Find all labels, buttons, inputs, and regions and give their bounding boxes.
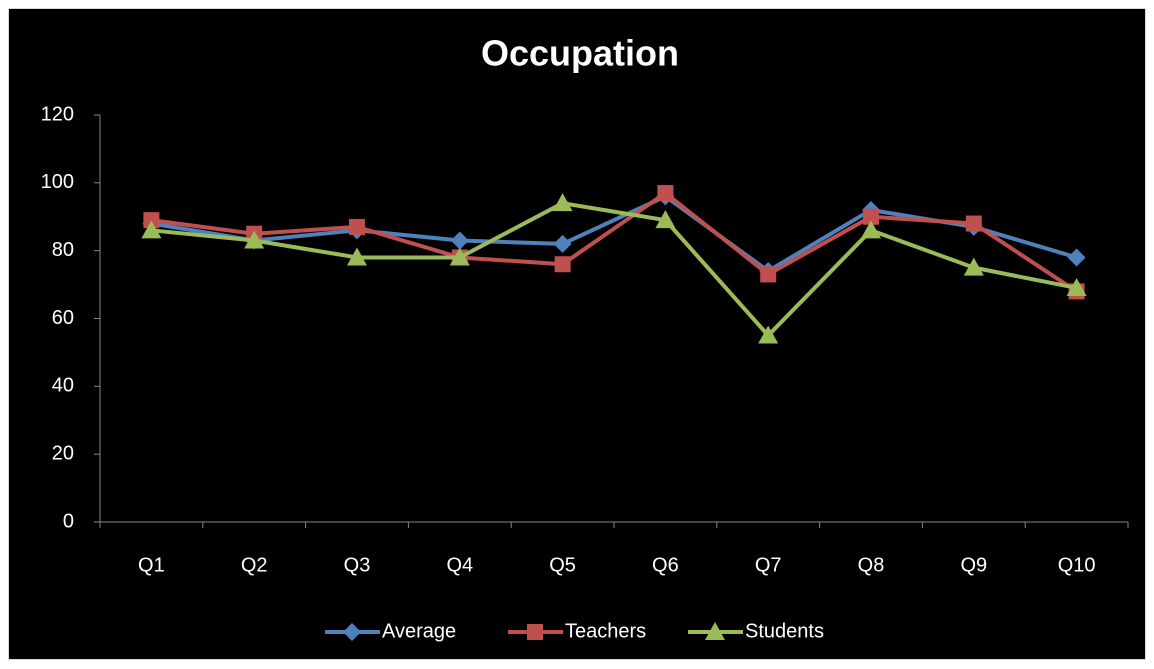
chart-area (8, 8, 1146, 660)
data-point (244, 230, 265, 249)
data-point (554, 256, 571, 273)
y-tick-label: 20 (52, 442, 74, 464)
x-tick-label: Q10 (1058, 554, 1096, 576)
legend-marker (343, 623, 361, 641)
data-point (963, 257, 984, 276)
data-point (1066, 277, 1087, 296)
data-point (449, 247, 470, 266)
data-point (760, 266, 777, 283)
data-point (861, 220, 881, 239)
chart-title: Occupation (481, 33, 679, 74)
x-tick-label: Q7 (755, 554, 782, 576)
data-point (553, 234, 572, 253)
data-point (141, 220, 162, 239)
legend-label: Students (745, 620, 824, 642)
x-tick-label: Q3 (344, 554, 371, 576)
data-point (655, 210, 676, 229)
data-point (552, 193, 573, 212)
legend-marker (705, 622, 725, 640)
x-tick-label: Q8 (858, 554, 885, 576)
series-line (151, 201, 1077, 338)
x-tick-label: Q2 (241, 554, 268, 576)
x-tick-label: Q1 (138, 554, 165, 576)
data-point (657, 185, 674, 202)
y-tick-label: 120 (41, 103, 74, 125)
legend-label: Average (382, 620, 456, 642)
x-tick-label: Q5 (549, 554, 576, 576)
data-point (347, 247, 367, 266)
y-tick-label: 80 (52, 239, 74, 261)
data-point (863, 208, 879, 225)
legend-marker (527, 624, 543, 640)
data-point (1067, 248, 1086, 267)
y-tick-label: 100 (41, 171, 74, 193)
x-tick-label: Q9 (960, 554, 987, 576)
data-point (758, 325, 779, 344)
series-line (151, 191, 1078, 294)
y-tick-label: 60 (52, 307, 74, 329)
y-tick-label: 0 (63, 510, 74, 532)
y-tick-label: 40 (52, 375, 74, 397)
data-point (143, 212, 160, 229)
data-point (965, 215, 982, 232)
x-tick-label: Q6 (652, 554, 679, 576)
data-point (349, 218, 365, 235)
legend-label: Teachers (565, 620, 646, 642)
data-point (450, 231, 469, 250)
x-tick-label: Q4 (446, 554, 473, 576)
